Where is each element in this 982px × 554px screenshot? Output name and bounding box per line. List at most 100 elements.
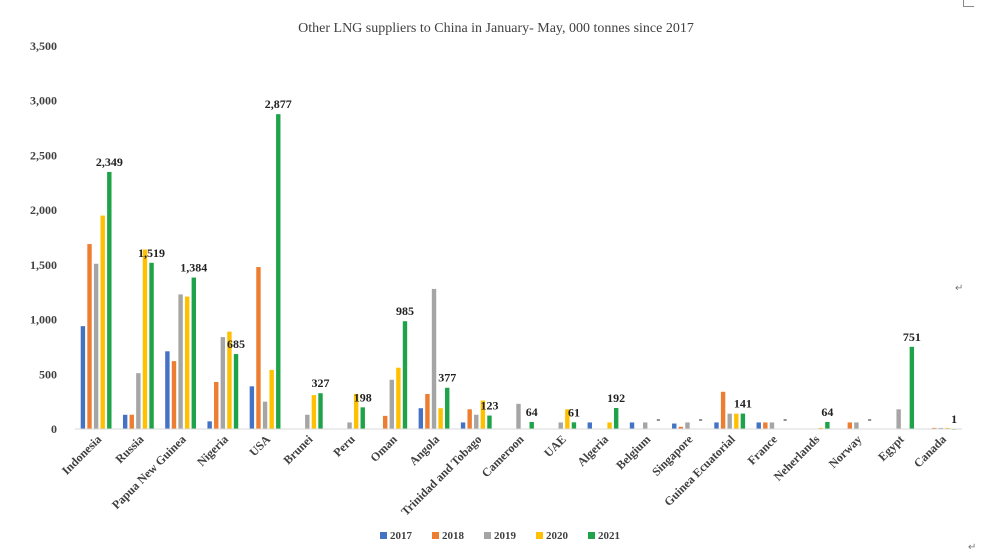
data-label: 198 xyxy=(354,390,372,404)
y-tick-label: 0 xyxy=(51,422,57,436)
x-tick-label: Russia xyxy=(113,432,147,466)
bar-2018 xyxy=(87,244,92,429)
legend-label-2021: 2021 xyxy=(598,530,620,542)
x-tick-label: Angola xyxy=(406,432,442,468)
data-label: 2,349 xyxy=(96,155,123,169)
bar-2018 xyxy=(467,409,472,429)
y-tick-label: 2,500 xyxy=(30,148,57,162)
legend-swatch-2020 xyxy=(536,532,543,539)
bar-2017 xyxy=(418,408,424,429)
bar-2019 xyxy=(431,288,437,429)
data-label: - xyxy=(699,412,703,426)
x-tick-label: Neherlands xyxy=(771,432,823,484)
legend-swatch-2021 xyxy=(588,532,595,539)
data-label: 61 xyxy=(568,405,580,419)
data-label: 123 xyxy=(480,399,498,413)
bar-2017 xyxy=(714,422,719,429)
bar-2019 xyxy=(643,422,648,429)
bar-2019 xyxy=(262,401,268,429)
legend-label-2020: 2020 xyxy=(546,530,569,542)
x-tick-label: Algeria xyxy=(574,432,611,469)
return-mark: ↵ xyxy=(955,283,964,294)
bar-2017 xyxy=(629,422,635,429)
data-label: - xyxy=(656,412,660,426)
x-tick-label: Oman xyxy=(367,432,400,465)
bar-2021 xyxy=(107,171,112,430)
bar-2021 xyxy=(487,415,492,429)
x-tick-label: Indonesia xyxy=(59,432,104,477)
bar-2020 xyxy=(734,413,739,429)
y-tick-label: 3,000 xyxy=(30,94,57,108)
bar-2018 xyxy=(425,393,430,429)
legend-label-2019: 2019 xyxy=(494,530,517,542)
bar-2019 xyxy=(93,263,99,429)
bar-2021 xyxy=(149,262,154,429)
bar-2019 xyxy=(854,422,859,429)
bar-2018 xyxy=(256,267,261,429)
bar-2018 xyxy=(847,422,853,429)
y-tick-label: 1,000 xyxy=(30,313,57,327)
data-label: 64 xyxy=(526,405,538,419)
data-labels: 2,349 1,519 1,384 685 2,877 327 198 985 377 123 64… xyxy=(96,97,957,426)
bar-2018 xyxy=(171,361,177,429)
bar-2019 xyxy=(305,414,310,429)
data-label: 1 xyxy=(951,412,957,426)
bar-2021 xyxy=(825,421,830,429)
x-tick-label: Peru xyxy=(330,432,358,460)
data-label: 751 xyxy=(903,330,921,344)
bar-2020 xyxy=(353,393,359,429)
bar-2019 xyxy=(727,413,732,429)
data-label: 1,519 xyxy=(138,246,165,260)
x-tick-label: Guinea Ecuatorial xyxy=(661,432,738,509)
data-label: 192 xyxy=(607,391,625,405)
data-label: 985 xyxy=(396,304,414,318)
bar-2017 xyxy=(460,422,466,429)
bars xyxy=(80,114,957,430)
bar-2017 xyxy=(587,422,592,429)
data-label: - xyxy=(868,412,872,426)
bar-2019 xyxy=(938,427,944,429)
bar-2020 xyxy=(818,427,823,429)
legend-label-2018: 2018 xyxy=(442,530,465,542)
bar-2021 xyxy=(740,413,746,429)
x-tick-label: Papua New Guinea xyxy=(109,432,189,512)
legend-swatch-2018 xyxy=(432,532,439,539)
bar-2021 xyxy=(529,421,534,429)
bar-2018 xyxy=(932,427,937,429)
bar-2019 xyxy=(220,337,226,429)
bar-2020 xyxy=(311,395,317,429)
bar-2017 xyxy=(249,386,255,429)
data-label: 685 xyxy=(227,337,245,351)
y-tick-label: 3,500 xyxy=(30,39,57,53)
x-tick-label: UAE xyxy=(541,432,569,460)
bar-2021 xyxy=(571,422,577,429)
bar-2020 xyxy=(100,215,105,429)
y-tick-label: 2,000 xyxy=(30,203,57,217)
bar-2017 xyxy=(80,326,86,429)
bar-2019 xyxy=(389,379,394,429)
bar-2019 xyxy=(178,294,183,429)
bar-2021 xyxy=(233,354,239,429)
bar-2021 xyxy=(909,346,915,429)
x-tick-label: France xyxy=(745,432,781,468)
legend-swatch-2019 xyxy=(484,532,491,539)
bar-2021 xyxy=(445,387,450,429)
data-label: 141 xyxy=(734,397,752,411)
legend: 2017 2018 2019 2020 2021 xyxy=(380,530,620,542)
bar-2021 xyxy=(318,393,323,429)
return-mark: ↵ xyxy=(968,542,977,553)
bar-2018 xyxy=(214,381,219,429)
bar-2020 xyxy=(142,249,148,429)
bar-2019 xyxy=(516,403,521,429)
bar-2021 xyxy=(191,277,196,429)
bar-2020 xyxy=(945,427,950,429)
bar-2018 xyxy=(720,391,726,429)
bar-2019 xyxy=(474,414,479,429)
bar-2020 xyxy=(607,422,612,429)
bar-2019 xyxy=(896,409,901,429)
y-tick-label: 1,500 xyxy=(30,258,57,272)
data-label: 2,877 xyxy=(265,97,292,111)
x-tick-label: Canada xyxy=(911,432,949,470)
